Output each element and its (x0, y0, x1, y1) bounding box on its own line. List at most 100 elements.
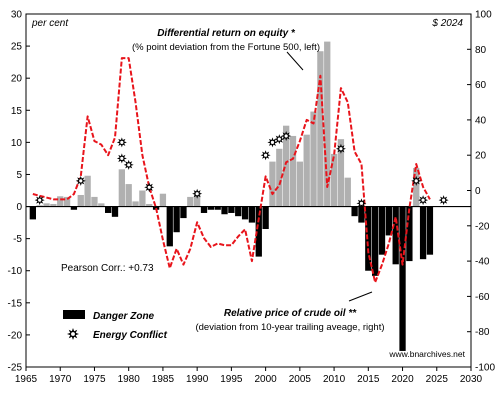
bar (248, 206, 256, 223)
bar (63, 196, 71, 207)
bar (146, 203, 153, 207)
bar-series-pointer (286, 51, 304, 71)
right-tick-label: -60 (475, 292, 490, 303)
energy-conflict-legend-label: Energy Conflict (93, 330, 168, 341)
energy-conflict-marker (335, 143, 346, 154)
bar (413, 168, 420, 207)
x-tick-label: 2000 (254, 374, 277, 385)
energy-conflict-marker (438, 195, 449, 206)
bar (351, 206, 358, 217)
left-tick-label: 25 (11, 42, 23, 53)
bar (372, 206, 379, 276)
line-series-pointer (348, 291, 373, 302)
bar (399, 206, 406, 351)
energy-conflict-marker (34, 195, 45, 206)
right-tick-label: 0 (475, 186, 481, 197)
right-tick-label: 20 (475, 151, 487, 162)
bar (378, 206, 386, 255)
energy-conflict-marker (116, 137, 127, 148)
bar (221, 206, 228, 215)
danger-zone-legend-label: Danger Zone (93, 311, 155, 322)
bar (50, 203, 57, 207)
right-tick-label: -100 (475, 363, 495, 374)
line-layer (32, 57, 431, 284)
bar (241, 206, 249, 220)
bar (255, 206, 262, 257)
x-tick-label: 2025 (426, 374, 449, 385)
energy-conflict-legend-star (67, 328, 79, 340)
bar (337, 139, 345, 207)
energy-conflict-marker (123, 159, 134, 170)
bar (194, 191, 201, 207)
bar (118, 169, 125, 207)
left-tick-label: -10 (8, 266, 23, 277)
bars-layer (29, 41, 434, 351)
bar (289, 135, 297, 207)
bar (105, 206, 112, 213)
left-tick-label: -5 (13, 234, 22, 245)
bar (111, 206, 119, 217)
source-label: www.bnarchives.net (388, 349, 465, 359)
pearson-label: Pearson Corr.: +0.73 (61, 263, 154, 274)
bar (426, 206, 434, 255)
line-series-title: Relative price of crude oil ** (224, 308, 357, 319)
energy-conflict-marker (116, 153, 127, 164)
bar-series-note: (% point deviation from the Fortune 500,… (132, 42, 320, 53)
bar (91, 196, 98, 207)
energy-conflict-marker (356, 198, 367, 209)
bar (207, 206, 214, 210)
x-tick-label: 2030 (460, 374, 483, 385)
bar (365, 206, 372, 271)
axes-layer: 1965 1970 1975 1980 1985 1990 1995 2000 2005 2010… (8, 10, 496, 386)
energy-conflict-marker (144, 182, 155, 193)
bar (70, 206, 78, 210)
bar (276, 148, 283, 207)
bar (269, 161, 276, 207)
bar (385, 206, 392, 236)
left-tick-label: 30 (11, 10, 23, 21)
line-series-note: (deviation from 10-year trailing aveage,… (195, 322, 384, 333)
bar (235, 206, 242, 217)
right-tick-label: 40 (475, 115, 487, 126)
right-axis-unit: $ 2024 (431, 18, 463, 29)
x-tick-label: 2005 (289, 374, 312, 385)
right-tick-label: 80 (475, 45, 487, 56)
x-tick-label: 1985 (152, 374, 175, 385)
energy-conflict-marker (267, 137, 278, 148)
bar (139, 190, 146, 207)
danger-zone-legend-swatch (63, 310, 85, 319)
bar (159, 193, 167, 207)
left-tick-label: 0 (16, 202, 22, 213)
x-tick-label: 2010 (323, 374, 346, 385)
left-axis-unit: per cent (31, 18, 69, 29)
bar (419, 206, 427, 260)
left-tick-label: -15 (8, 298, 23, 309)
energy-conflict-marker (192, 188, 203, 199)
x-tick-label: 1975 (83, 374, 106, 385)
right-tick-label: 100 (475, 10, 492, 21)
bar (330, 153, 338, 207)
bar (262, 206, 269, 230)
left-tick-label: 15 (11, 106, 23, 117)
bar (214, 206, 221, 210)
bar (283, 125, 290, 207)
right-tick-label: -20 (475, 221, 490, 232)
left-tick-label: 20 (11, 74, 23, 85)
energy-conflict-marker (274, 134, 285, 145)
bar (173, 206, 180, 233)
bar (358, 206, 365, 223)
x-tick-label: 1980 (118, 374, 141, 385)
markers-layer (34, 130, 449, 209)
left-tick-label: 5 (16, 170, 22, 181)
left-tick-label: 10 (11, 138, 23, 149)
x-tick-label: 2015 (357, 374, 380, 385)
bar (98, 203, 105, 207)
left-tick-label: -20 (8, 330, 23, 341)
bar (200, 206, 208, 213)
bar (125, 184, 132, 207)
bar (228, 206, 235, 213)
bar-series-title: Differential return on equity * (157, 28, 296, 39)
bar (406, 206, 413, 262)
bar (317, 51, 324, 207)
